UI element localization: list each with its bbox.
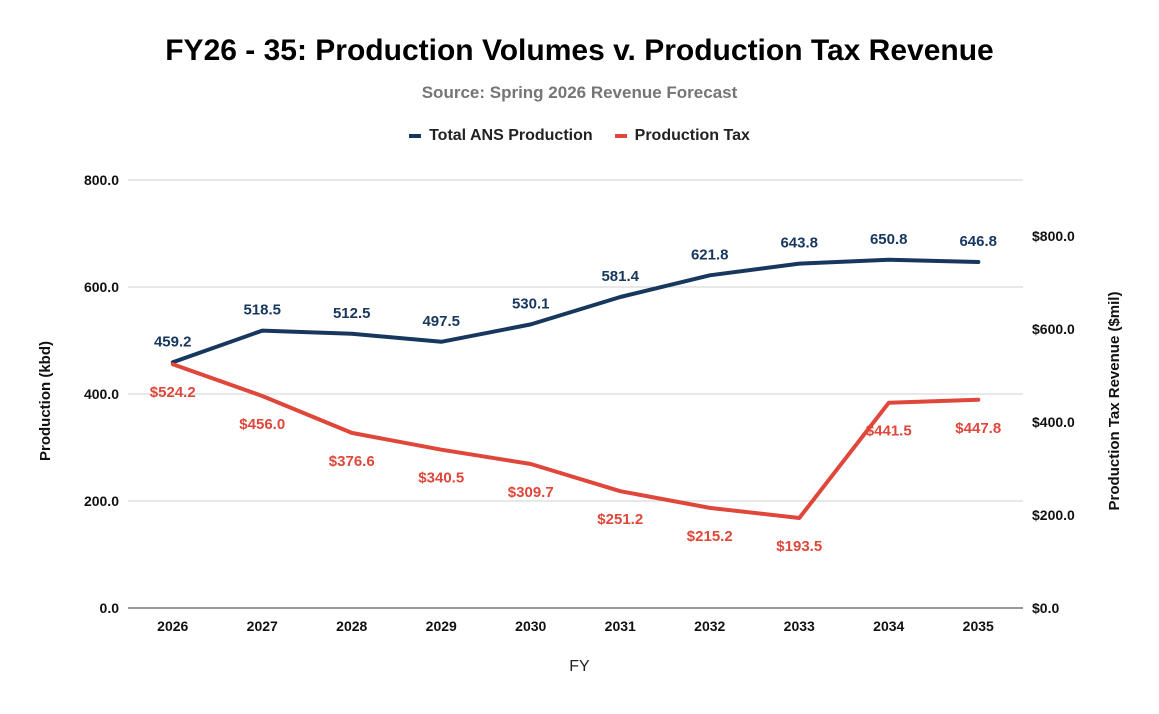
chart-legend: Total ANS Production Production Tax	[0, 127, 1159, 145]
data-label-production: 512.5	[333, 305, 371, 322]
y-tick-label: 800.0	[84, 172, 119, 188]
y2-tick-label: $800.0	[1032, 228, 1075, 244]
legend-swatch-tax	[614, 134, 627, 138]
data-label-tax: $524.2	[150, 384, 196, 401]
y2-tick-label: $600.0	[1032, 321, 1075, 337]
chart-title: FY26 - 35: Production Volumes v. Product…	[165, 34, 994, 67]
data-label-tax: $309.7	[508, 484, 554, 501]
data-label-production: 459.2	[154, 333, 192, 350]
data-label-production: 530.1	[512, 295, 550, 312]
data-label-production: 518.5	[243, 302, 281, 319]
y-tick-label: 600.0	[84, 279, 119, 295]
chart-subtitle: Source: Spring 2026 Revenue Forecast	[421, 83, 738, 102]
y2-axis-title: Production Tax Revenue ($mil)	[1106, 292, 1123, 511]
legend-label-production: Total ANS Production	[429, 127, 593, 144]
x-tick-label: 2029	[426, 618, 457, 634]
x-tick-label: 2035	[963, 618, 994, 634]
data-label-tax: $376.6	[329, 453, 375, 470]
x-tick-label: 2033	[784, 618, 815, 634]
data-label-production: 581.4	[601, 268, 639, 285]
y2-tick-label: $400.0	[1032, 414, 1075, 430]
legend-swatch-production	[409, 134, 422, 138]
x-tick-label: 2028	[336, 618, 367, 634]
y-tick-label: 200.0	[84, 493, 119, 509]
y2-tick-label: $0.0	[1032, 600, 1059, 616]
data-label-production: 650.8	[870, 231, 908, 248]
x-tick-label: 2031	[605, 618, 636, 634]
x-tick-label: 2034	[873, 618, 904, 634]
data-label-tax: $447.8	[955, 420, 1001, 437]
legend-label-tax: Production Tax	[634, 127, 750, 144]
x-tick-label: 2032	[694, 618, 725, 634]
data-label-tax: $441.5	[866, 423, 912, 440]
data-label-tax: $251.2	[597, 511, 643, 528]
series-line-production	[170, 257, 981, 365]
data-label-production: 621.8	[691, 246, 729, 263]
x-tick-label: 2027	[247, 618, 278, 634]
y-axis-title: Production (kbd)	[37, 341, 54, 461]
x-tick-label: 2026	[157, 618, 188, 634]
data-label-production: 643.8	[780, 235, 818, 252]
data-label-tax: $340.5	[418, 470, 464, 487]
legend-item-tax[interactable]: Production Tax	[614, 127, 750, 145]
x-tick-label: 2030	[515, 618, 546, 634]
data-label-production: 497.5	[422, 313, 460, 330]
data-label-tax: $456.0	[239, 416, 285, 433]
x-axis-title: FY	[569, 658, 590, 675]
data-label-tax: $215.2	[687, 528, 733, 545]
data-label-production: 646.8	[959, 233, 997, 250]
data-label-tax: $193.5	[776, 538, 822, 555]
legend-item-production[interactable]: Total ANS Production	[409, 127, 593, 145]
y2-tick-label: $200.0	[1032, 507, 1075, 523]
y-tick-label: 0.0	[100, 600, 120, 616]
series-line-tax	[170, 362, 981, 520]
y-tick-label: 400.0	[84, 386, 119, 402]
